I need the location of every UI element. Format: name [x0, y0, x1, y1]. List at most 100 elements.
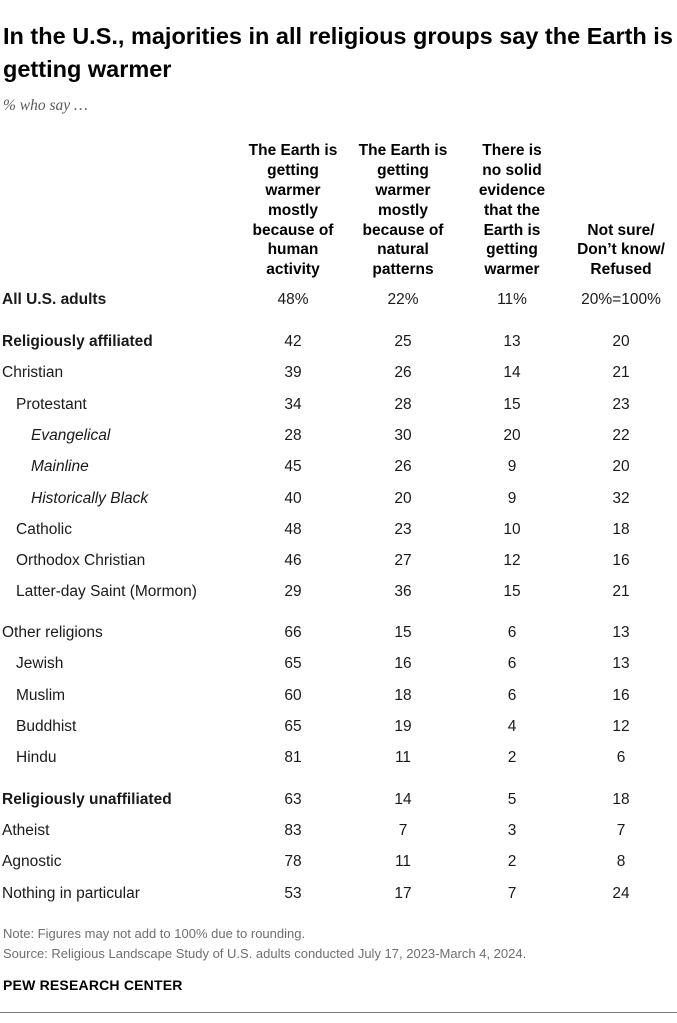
- column-header-no-evidence: There is no solid evidence that the Eart…: [478, 142, 546, 279]
- value-natural-patterns: 17: [394, 885, 412, 902]
- value-natural-patterns: 19: [394, 718, 412, 735]
- row-label: All U.S. adults: [2, 291, 107, 308]
- row-label: Other religions: [2, 624, 103, 641]
- value-natural-patterns: 20: [394, 490, 412, 507]
- row-label: Hindu: [16, 749, 57, 766]
- value-human-activity: 34: [284, 396, 302, 413]
- row-label: Catholic: [16, 521, 72, 538]
- value-no-evidence: 2: [507, 749, 517, 766]
- value-human-activity: 60: [284, 687, 302, 704]
- value-natural-patterns: 30: [394, 427, 412, 444]
- value-not-sure: 18: [612, 521, 630, 538]
- value-natural-patterns: 16: [394, 655, 412, 672]
- value-natural-patterns: 7: [398, 822, 408, 839]
- value-human-activity: 66: [284, 624, 302, 641]
- value-natural-patterns: 27: [394, 552, 412, 569]
- value-natural-patterns: 11: [394, 853, 412, 870]
- value-not-sure: 20: [612, 458, 630, 475]
- row-label: Orthodox Christian: [16, 552, 146, 569]
- row-label: Nothing in particular: [2, 885, 140, 902]
- value-not-sure: 20%=100%: [581, 291, 661, 308]
- chart-title: In the U.S., majorities in all religious…: [3, 23, 673, 82]
- column-header-not-sure: Not sure/ Don’t know/ Refused: [577, 221, 665, 279]
- value-no-evidence: 3: [507, 822, 517, 839]
- value-not-sure: 7: [616, 822, 626, 839]
- value-human-activity: 65: [284, 718, 302, 735]
- value-no-evidence: 14: [503, 364, 521, 381]
- value-human-activity: 53: [284, 885, 302, 902]
- value-no-evidence: 9: [507, 458, 517, 475]
- value-human-activity: 48: [284, 521, 302, 538]
- table-row: Muslim 60 18 6 16: [0, 680, 677, 711]
- chart-source: Source: Religious Landscape Study of U.S…: [3, 946, 527, 961]
- row-label: Historically Black: [31, 490, 149, 507]
- table-row: Other religions 66 15 6 13: [0, 617, 677, 648]
- value-human-activity: 81: [284, 749, 302, 766]
- value-human-activity: 42: [284, 333, 302, 350]
- value-not-sure: 20: [612, 333, 630, 350]
- value-not-sure: 16: [612, 687, 630, 704]
- value-human-activity: 78: [284, 853, 302, 870]
- row-label: Religiously affiliated: [2, 333, 153, 350]
- value-natural-patterns: 18: [394, 687, 412, 704]
- table-row: Historically Black 40 20 9 32: [0, 483, 677, 514]
- value-human-activity: 46: [284, 552, 302, 569]
- value-not-sure: 8: [616, 853, 626, 870]
- row-label: Atheist: [2, 822, 50, 839]
- bottom-divider: [0, 1012, 677, 1013]
- column-header-human-activity: The Earth is getting warmer mostly becau…: [248, 142, 338, 279]
- table-row: Christian 39 26 14 21: [0, 357, 677, 388]
- value-no-evidence: 6: [507, 624, 517, 641]
- value-natural-patterns: 22%: [387, 291, 419, 308]
- value-natural-patterns: 14: [394, 791, 412, 808]
- row-label: Evangelical: [31, 427, 111, 444]
- value-human-activity: 40: [284, 490, 302, 507]
- value-no-evidence: 15: [503, 583, 521, 600]
- value-human-activity: 28: [284, 427, 302, 444]
- chart-note: Note: Figures may not add to 100% due to…: [3, 926, 306, 941]
- value-natural-patterns: 25: [394, 333, 412, 350]
- value-not-sure: 16: [612, 552, 630, 569]
- pew-logo-text: PEW RESEARCH CENTER: [3, 977, 183, 993]
- chart-subtitle: % who say …: [3, 97, 88, 114]
- row-label: Mainline: [31, 458, 89, 475]
- value-not-sure: 22: [612, 427, 630, 444]
- value-no-evidence: 20: [503, 427, 521, 444]
- row-label: Agnostic: [2, 853, 62, 870]
- value-natural-patterns: 26: [394, 364, 412, 381]
- value-not-sure: 12: [612, 718, 630, 735]
- value-no-evidence: 12: [503, 552, 521, 569]
- value-human-activity: 65: [284, 655, 302, 672]
- value-no-evidence: 11%: [497, 291, 527, 308]
- row-label: Religiously unaffiliated: [2, 791, 172, 808]
- value-not-sure: 6: [616, 749, 626, 766]
- value-no-evidence: 5: [507, 791, 517, 808]
- table-row: Latter-day Saint (Mormon) 29 36 15 21: [0, 576, 677, 607]
- value-not-sure: 21: [612, 364, 630, 381]
- value-not-sure: 13: [612, 655, 630, 672]
- table-row: Hindu 81 11 2 6: [0, 742, 677, 773]
- row-label: Buddhist: [16, 718, 77, 735]
- value-no-evidence: 9: [507, 490, 517, 507]
- table-row: Jewish 65 16 6 13: [0, 648, 677, 679]
- row-label: Muslim: [16, 687, 66, 704]
- row-label: Protestant: [16, 396, 87, 413]
- table-row: Atheist 83 7 3 7: [0, 815, 677, 846]
- value-natural-patterns: 23: [394, 521, 412, 538]
- value-no-evidence: 13: [503, 333, 521, 350]
- value-no-evidence: 4: [507, 718, 517, 735]
- value-not-sure: 21: [612, 583, 630, 600]
- value-no-evidence: 2: [507, 853, 517, 870]
- row-label: Jewish: [16, 655, 64, 672]
- value-no-evidence: 15: [503, 396, 521, 413]
- table-row: Religiously affiliated 42 25 13 20: [0, 326, 677, 357]
- value-human-activity: 83: [284, 822, 302, 839]
- value-natural-patterns: 26: [394, 458, 412, 475]
- value-no-evidence: 6: [507, 655, 517, 672]
- value-not-sure: 13: [612, 624, 630, 641]
- column-header-natural-patterns: The Earth is getting warmer mostly becau…: [358, 142, 448, 279]
- table-row: Catholic 48 23 10 18: [0, 514, 677, 545]
- value-not-sure: 24: [612, 885, 630, 902]
- value-natural-patterns: 11: [394, 749, 412, 766]
- table-row: Protestant 34 28 15 23: [0, 389, 677, 420]
